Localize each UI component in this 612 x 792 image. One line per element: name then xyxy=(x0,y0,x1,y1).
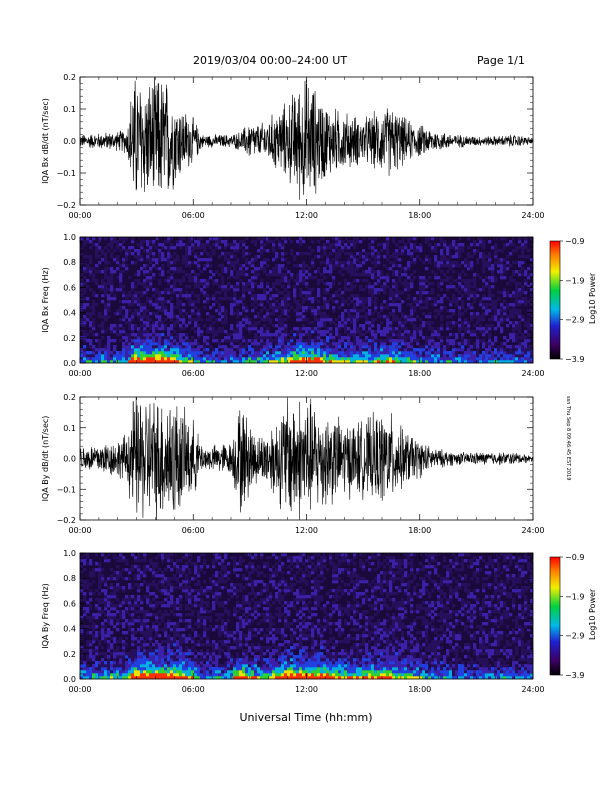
spectrogram xyxy=(80,237,534,364)
colorbar-tick-label: −3.9 xyxy=(565,355,584,364)
x-tick-label: 12:00 xyxy=(295,369,318,378)
colorbar-tick-label: −1.9 xyxy=(565,592,584,601)
x-tick-label: 06:00 xyxy=(182,685,205,694)
colorbar-tick-label: −0.9 xyxy=(565,237,584,246)
y-tick-label: 0.2 xyxy=(63,73,76,82)
x-tick-label: 00:00 xyxy=(68,211,91,220)
x-tick-label: 06:00 xyxy=(182,211,205,220)
y-tick-label: 0.2 xyxy=(63,393,76,402)
x-axis-label: Universal Time (hh:mm) xyxy=(0,711,612,724)
colorbar-label: Log10 Power xyxy=(588,588,597,640)
panel-2: −0.9 −1.9 −2.9 −3.9 Log10 Power 00:00 06:00 12:… xyxy=(41,233,597,378)
spectrogram xyxy=(80,553,534,680)
colorbar-tick-label: −0.9 xyxy=(565,553,584,562)
x-tick-label: 00:00 xyxy=(68,526,91,535)
x-tick-label: 06:00 xyxy=(182,526,205,535)
panel-1: 00:00 06:00 12:00 18:00 24:00 −0.2 −0.1 0.0 0.1 0… xyxy=(41,73,545,220)
colorbar-tick-label: −1.9 xyxy=(565,276,584,285)
waveform-line xyxy=(80,397,533,520)
y-tick-label: 0.4 xyxy=(63,309,76,318)
y-tick-label: 0.0 xyxy=(63,675,76,684)
y-tick-label: 0.0 xyxy=(63,137,76,146)
page-title: 2019/03/04 00:00–24:00 UT xyxy=(193,54,348,67)
x-tick-label: 18:00 xyxy=(408,526,431,535)
page-number: Page 1/1 xyxy=(477,54,525,67)
y-tick-label: 0.0 xyxy=(63,359,76,368)
colorbar-tick-label: −3.9 xyxy=(565,671,584,680)
colorbar-tick-label: −2.9 xyxy=(565,316,584,325)
x-tick-label: 18:00 xyxy=(408,685,431,694)
x-tick-label: 24:00 xyxy=(521,211,544,220)
colorbar-tick-label: −2.9 xyxy=(565,632,584,641)
y-tick-label: −0.2 xyxy=(57,516,76,525)
panel-4: −0.9 −1.9 −2.9 −3.9 Log10 Power 00:00 06:00 12:… xyxy=(41,549,597,694)
y-tick-label: 0.1 xyxy=(63,105,76,114)
x-tick-label: 12:00 xyxy=(295,685,318,694)
y-tick-label: 1.0 xyxy=(63,233,76,242)
y-tick-label: −0.2 xyxy=(57,201,76,210)
waveform-line xyxy=(80,77,533,200)
y-axis-label: IQA By dB/dt (nT/sec) xyxy=(41,416,50,502)
x-tick-label: 24:00 xyxy=(521,526,544,535)
colorbar xyxy=(549,240,561,360)
y-tick-label: 0.8 xyxy=(63,258,76,267)
x-tick-label: 18:00 xyxy=(408,369,431,378)
timestamp-stamp: ssn Thu Sep 8 09:46:45 EST 2019 xyxy=(565,396,571,481)
x-tick-label: 06:00 xyxy=(182,369,205,378)
x-axis-label-text: Universal Time (hh:mm) xyxy=(239,711,373,724)
x-tick-label: 12:00 xyxy=(295,211,318,220)
y-tick-label: −0.1 xyxy=(57,485,76,494)
colorbar xyxy=(549,556,561,676)
waveform-series xyxy=(80,397,533,520)
y-tick-label: −0.1 xyxy=(57,169,76,178)
x-tick-label: 24:00 xyxy=(521,685,544,694)
y-axis-label: IQA Bx dB/dt (nT/sec) xyxy=(41,98,50,184)
y-tick-label: 0.6 xyxy=(63,283,76,292)
y-axis-label: IQA By Freq (Hz) xyxy=(41,583,50,649)
y-tick-label: 0.1 xyxy=(63,424,76,433)
y-tick-label: 0.2 xyxy=(63,334,76,343)
y-tick-label: 0.2 xyxy=(63,650,76,659)
x-tick-label: 24:00 xyxy=(521,369,544,378)
y-tick-label: 0.0 xyxy=(63,455,76,464)
x-tick-label: 18:00 xyxy=(408,211,431,220)
x-tick-label: 00:00 xyxy=(68,685,91,694)
y-tick-label: 0.4 xyxy=(63,625,76,634)
waveform-series xyxy=(80,77,533,200)
panel-3: 00:00 06:00 12:00 18:00 24:00 −0.2 −0.1 0.0 0.1 0… xyxy=(41,393,545,535)
x-tick-label: 00:00 xyxy=(68,369,91,378)
y-tick-label: 0.8 xyxy=(63,574,76,583)
x-tick-label: 12:00 xyxy=(295,526,318,535)
y-axis-label: IQA Bx Freq (Hz) xyxy=(41,267,50,333)
y-tick-label: 1.0 xyxy=(63,549,76,558)
y-tick-label: 0.6 xyxy=(63,599,76,608)
colorbar-label: Log10 Power xyxy=(588,272,597,324)
